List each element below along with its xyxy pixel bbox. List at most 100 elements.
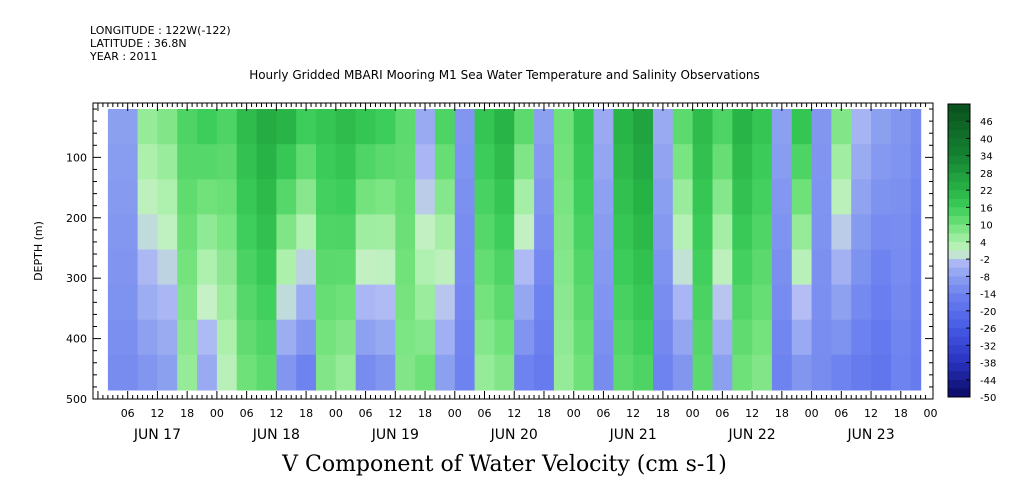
x-hour-label: 00 [567,407,581,420]
heatmap-cell [454,354,476,391]
heatmap-cell [236,144,258,180]
heatmap-cell [197,354,218,391]
heatmap-cell [910,319,922,356]
heatmap-cell [316,109,337,145]
colorbar-swatch [948,147,970,157]
colorbar-swatch [948,328,970,338]
heatmap-cell [514,179,535,215]
heatmap-cell [752,354,773,391]
heatmap-cell [375,354,396,391]
heatmap-cell [157,144,178,180]
heatmap-cell [434,354,456,391]
heatmap-cell [236,249,258,286]
heatmap-cell [653,319,674,356]
heatmap-cell [910,284,922,321]
heatmap-cell [752,144,773,180]
heatmap-cell [613,319,634,356]
heatmap-cell [910,179,922,215]
heatmap-cell [593,214,614,251]
heatmap-cell [474,249,495,286]
heatmap-cell [395,249,416,286]
heatmap-cell [107,144,139,180]
x-day-label: JUN 23 [846,427,894,443]
x-hour-label: 06 [715,407,729,420]
heatmap-cell [316,249,337,286]
heatmap-cell [514,319,535,356]
heatmap-cell [752,179,773,215]
heatmap-cell [454,179,476,215]
heatmap-cell [573,109,595,145]
heatmap-cell [692,179,713,215]
heatmap-cell [335,249,357,286]
heatmap-cell [236,284,258,321]
heatmap-cell [177,249,198,286]
heatmap-cell [712,144,733,180]
colorbar-swatch [948,285,970,295]
heatmap-cell [454,214,476,251]
heatmap-cell [553,319,575,356]
x-axis: 06 12 18 00 06 12 18 00 06 12 18 00 06 12 18 00 06 12 18 00… [92,103,938,443]
heatmap-cell [534,319,555,356]
heatmap-cell [672,319,694,356]
y-tick-label: 300 [66,272,87,285]
heatmap-cell [692,249,713,286]
heatmap-cell [157,284,178,321]
heatmap-cell [672,354,694,391]
x-hour-label: 12 [507,407,521,420]
plot-frame [92,102,934,400]
heatmap-cell [316,179,337,215]
heatmap-cell [831,179,852,215]
heatmap-cell [851,249,872,286]
colorbar-label: -32 [980,341,996,352]
heatmap-cell [355,284,377,321]
heatmap-cell [335,319,357,356]
colorbar-swatch [948,276,970,286]
y-tick-label: 400 [66,333,87,346]
heatmap-cell [216,109,238,145]
x-hour-label: 18 [299,407,313,420]
heatmap-cell [613,354,634,391]
colorbar-label: 40 [980,134,993,145]
x-day-label: JUN 22 [728,427,776,443]
heatmap-cell [236,109,258,145]
heatmap-cell [534,109,555,145]
heatmap-cell [494,214,515,251]
heatmap-cell [514,214,535,251]
heatmap-cell [276,179,297,215]
heatmap-cell [791,319,813,356]
heatmap-cell [712,354,733,391]
heatmap-cell [771,214,793,251]
heatmap-cell [732,109,753,145]
heatmap-cell [316,319,337,356]
x-hour-label: 18 [418,407,432,420]
heatmap-cell [236,354,258,391]
colorbar-label: -26 [980,324,996,335]
heatmap-cell [851,214,872,251]
heatmap-cell [375,214,396,251]
heatmap-cell [236,214,258,251]
heatmap-cell [791,249,813,286]
heatmap-cell [752,214,773,251]
heatmap-cell [197,144,218,180]
heatmap-cell [534,179,555,215]
heatmap-cell [434,179,456,215]
colorbar-label: 22 [980,186,993,197]
heatmap-cell [811,144,832,180]
heatmap-cell [137,179,158,215]
heatmap-cell [157,249,178,286]
latitude-label: LATITUDE : 36.8N [90,37,187,50]
heatmap-cell [811,319,832,356]
heatmap-cell [335,144,357,180]
heatmap-cell [454,319,476,356]
colorbar-swatch [948,181,970,191]
heatmap-cell [573,354,595,391]
heatmap-cell [474,144,495,180]
heatmap-cell [732,179,753,215]
heatmap-cell [256,109,277,145]
heatmap-cell [395,109,416,145]
heatmap-cell [771,144,793,180]
heatmap-cell [593,319,614,356]
heatmap-cell [653,214,674,251]
heatmap-cell [415,109,436,145]
heatmap-cell [454,109,476,145]
